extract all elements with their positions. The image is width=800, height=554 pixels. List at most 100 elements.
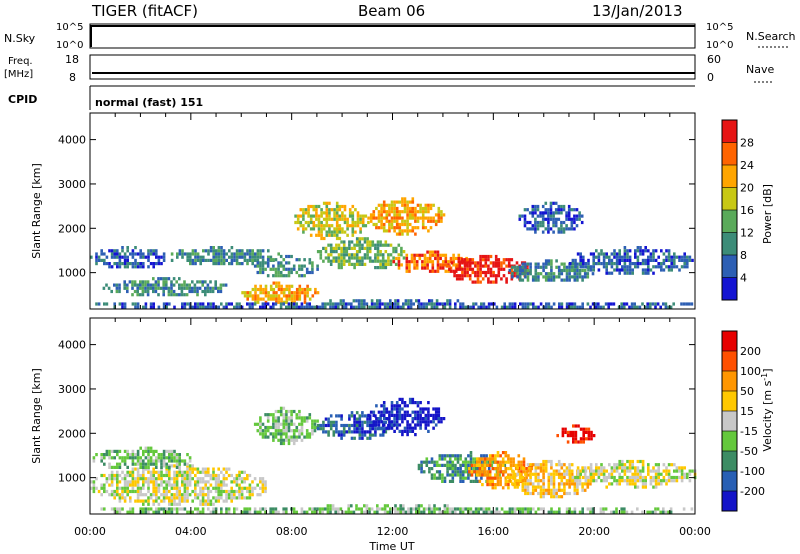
echo-cell	[241, 249, 244, 253]
echo-cell	[406, 222, 409, 227]
echo-cell	[602, 507, 605, 511]
echo-cell	[476, 280, 480, 284]
echo-cell	[417, 510, 421, 514]
echo-cell	[298, 274, 301, 278]
echo-cell	[477, 305, 480, 309]
echo-cell	[454, 269, 458, 273]
echo-cell	[100, 453, 103, 457]
echo-cell	[287, 270, 291, 275]
echo-cell	[597, 472, 601, 476]
velocity-colorbar-tick-label-5: -50	[740, 445, 758, 458]
echo-cell	[240, 470, 244, 474]
echo-cell	[408, 260, 411, 264]
echo-cell	[355, 430, 359, 434]
echo-cell	[439, 263, 442, 267]
echo-cell	[568, 482, 571, 486]
echo-cell	[157, 489, 161, 494]
echo-cell	[277, 270, 280, 275]
echo-cell	[589, 466, 593, 470]
echo-cell	[470, 473, 474, 477]
echo-cell	[422, 302, 426, 306]
echo-cell	[526, 479, 530, 483]
echo-cell	[415, 507, 418, 511]
echo-cell	[428, 467, 431, 471]
echo-cell	[547, 259, 551, 263]
echo-cell	[103, 462, 106, 466]
echo-cell	[201, 280, 204, 284]
echo-cell	[435, 302, 439, 306]
echo-cell	[259, 419, 262, 423]
echo-cell	[154, 283, 158, 287]
echo-cell	[355, 420, 359, 424]
echo-cell	[285, 438, 288, 442]
echo-cell	[452, 263, 455, 267]
echo-cell	[597, 469, 601, 473]
echo-cell	[618, 249, 621, 253]
echo-cell	[472, 467, 475, 471]
echo-cell	[386, 302, 389, 306]
echo-cell	[371, 243, 375, 247]
echo-cell	[287, 416, 291, 420]
echo-cell	[144, 467, 148, 471]
echo-cell	[317, 204, 321, 209]
echo-cell	[333, 233, 336, 237]
echo-cell	[481, 270, 485, 275]
echo-cell	[570, 217, 574, 221]
echo-cell	[227, 507, 231, 511]
echo-cell	[513, 482, 517, 486]
echo-cell	[371, 427, 375, 431]
echo-cell	[419, 426, 422, 430]
echo-cell	[175, 486, 179, 490]
echo-cell	[438, 470, 442, 474]
echo-cell	[175, 493, 179, 497]
echo-cell	[136, 293, 139, 297]
echo-cell	[220, 246, 223, 250]
echo-cell	[592, 262, 595, 266]
echo-cell	[329, 427, 333, 431]
echo-cell	[170, 496, 174, 500]
echo-cell	[455, 277, 459, 281]
echo-cell	[282, 413, 286, 417]
echo-cell	[152, 480, 155, 484]
echo-cell	[251, 252, 254, 256]
velocity-colorbar-label-main: Velocity [m s	[761, 380, 774, 451]
echo-cell	[579, 472, 582, 476]
echo-cell	[587, 262, 590, 266]
echo-cell	[334, 305, 337, 309]
echo-cell	[327, 423, 330, 428]
echo-cell	[441, 479, 444, 483]
echo-cell	[437, 210, 441, 214]
echo-cell	[123, 305, 127, 309]
echo-cell	[489, 261, 493, 265]
echo-cell	[521, 272, 525, 276]
echo-cell	[669, 507, 673, 511]
echo-cell	[354, 224, 357, 228]
echo-cell	[570, 275, 574, 279]
echo-cell	[157, 507, 161, 511]
echo-cell	[136, 286, 139, 290]
echo-cell	[333, 227, 336, 231]
echo-cell	[178, 499, 181, 503]
echo-cell	[486, 483, 489, 487]
echo-cell	[178, 467, 181, 471]
echo-cell	[623, 466, 627, 470]
echo-cell	[628, 255, 632, 259]
echo-cell	[641, 258, 645, 262]
echo-cell	[581, 482, 584, 486]
echo-cell	[345, 250, 349, 254]
echo-cell	[524, 507, 527, 511]
echo-cell	[398, 397, 402, 401]
echo-cell	[499, 454, 502, 458]
echo-cell	[222, 283, 225, 287]
echo-cell	[116, 262, 119, 266]
echo-cell	[186, 473, 189, 478]
echo-cell	[290, 409, 293, 414]
echo-cell	[288, 284, 291, 288]
echo-cell	[581, 488, 584, 492]
echo-cell	[126, 480, 129, 484]
echo-cell	[657, 262, 660, 266]
echo-cell	[501, 451, 505, 455]
echo-cell	[537, 278, 540, 282]
echo-cell	[194, 255, 197, 259]
echo-cell	[363, 510, 366, 514]
